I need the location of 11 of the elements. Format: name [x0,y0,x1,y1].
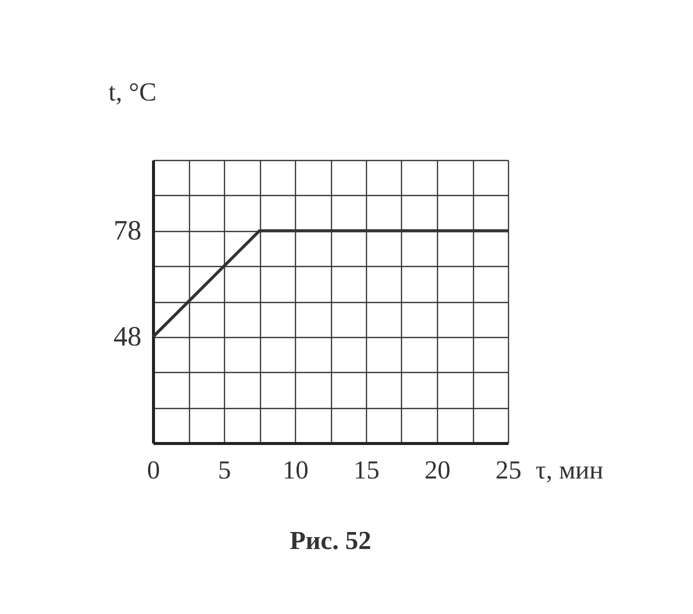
x-tick-label: 10 [282,456,308,484]
x-tick-label: 20 [424,456,450,484]
x-axis-title: τ, мин [536,456,604,484]
x-tick-label: 25 [496,456,522,484]
x-tick-label: 5 [218,456,231,484]
text: Рис. 52 [290,526,372,555]
x-tick-label: 15 [354,456,380,484]
y-tick-label: 78 [114,215,142,246]
x-tick-label: 0 [147,456,160,484]
y-tick-label: 48 [114,321,142,352]
y-axis-title: t, °C [108,78,156,106]
